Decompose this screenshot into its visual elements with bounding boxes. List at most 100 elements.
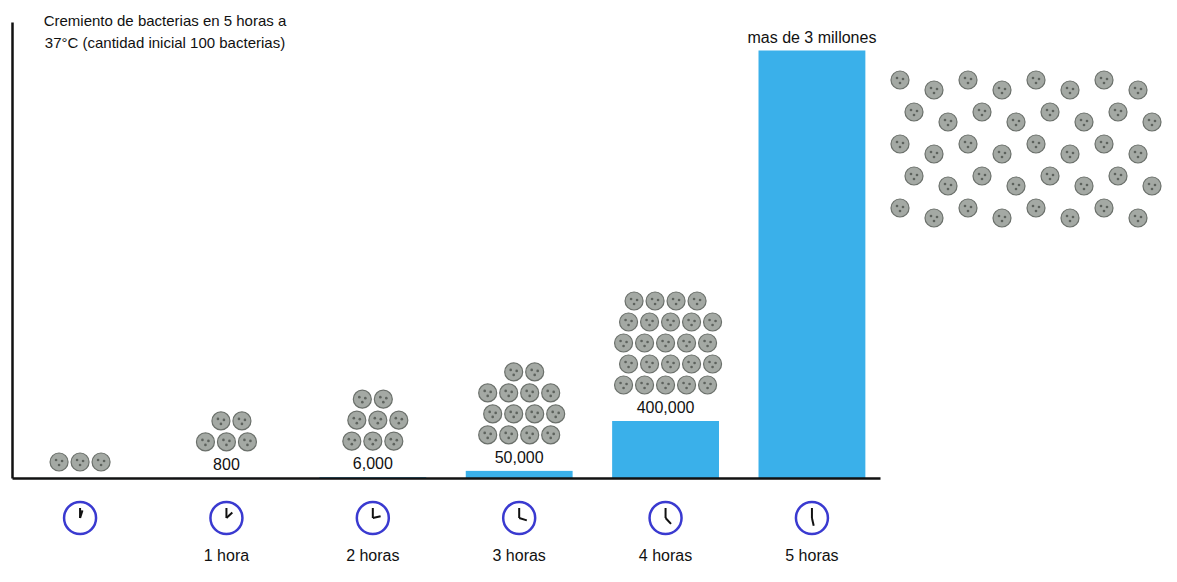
bacterium-body [500, 384, 518, 402]
bacterium-body [620, 313, 638, 331]
clock-face [210, 502, 242, 534]
bacterium-dot [1103, 82, 1106, 85]
bacterium [699, 376, 717, 394]
bacterium [1143, 177, 1161, 195]
bacterium-body [657, 334, 675, 352]
bacterium-body [657, 376, 675, 394]
bacterium [1061, 145, 1079, 163]
bacterium [641, 313, 659, 331]
bacterium-dot [666, 319, 669, 322]
bacterium [993, 81, 1011, 99]
bacterium-dot [693, 298, 696, 301]
bacterium-dot [910, 173, 913, 176]
bacterium-dot [483, 432, 486, 435]
bacterium-dot [899, 82, 902, 85]
bacterium [891, 199, 909, 217]
bacterium [374, 390, 392, 408]
bacterium-dot [709, 341, 712, 344]
data-labels: 8006,00050,000400,000mas de 3 millones [213, 29, 876, 473]
bacterium-body [993, 145, 1011, 163]
bacterium-dot [528, 437, 531, 440]
bacterium [500, 384, 518, 402]
clock-hand [373, 516, 381, 518]
bacterium-body [1007, 177, 1025, 195]
bacterium-dot [507, 395, 510, 398]
bacterium [1109, 103, 1127, 121]
bacterium-body [959, 71, 977, 89]
bacterium [641, 355, 659, 373]
bacterium [547, 405, 565, 423]
bacterium-body [1075, 113, 1093, 131]
bacterium-body [683, 355, 701, 373]
bacterium-body [905, 167, 923, 185]
bacterium [657, 376, 675, 394]
bacterium-dot [664, 345, 667, 348]
bacterium-dot [693, 362, 696, 365]
bacterium-dot [244, 419, 247, 422]
bacterium-dot [1015, 188, 1018, 191]
bacterium-dot [916, 174, 919, 177]
bacterium-dot [551, 411, 554, 414]
bacterium-dot [103, 460, 106, 463]
bacterium-body [521, 426, 539, 444]
x-tick: 5 horas [785, 478, 838, 564]
bacterium [479, 384, 497, 402]
bacterium-body [636, 376, 654, 394]
bacterium-dot [364, 397, 367, 400]
bacterium [905, 167, 923, 185]
bacterium-dot [396, 439, 399, 442]
bacterium-dot [533, 374, 536, 377]
bacterium-dot [630, 320, 633, 323]
bacterium-dot [651, 298, 654, 301]
bacterium-dot [950, 184, 953, 187]
bacterium-dot [964, 205, 967, 208]
bacterium [353, 390, 371, 408]
bacterium-dot [1066, 151, 1069, 154]
bacterium-dot [243, 439, 246, 442]
bacterium-dot [630, 362, 633, 365]
bacterium-body [542, 384, 560, 402]
bacterium-dot [913, 178, 916, 181]
bacterium-dot [528, 395, 531, 398]
bacterium-dot [1106, 78, 1109, 81]
bacterium-dot [398, 422, 401, 425]
bacterium-dot [1004, 216, 1007, 219]
bacterium-dot [1120, 174, 1123, 177]
bacterium [905, 103, 923, 121]
bacterium-dot [978, 109, 981, 112]
bacterium-dot [933, 156, 936, 159]
bacterium-body [1129, 81, 1147, 99]
bacterium-body [699, 334, 717, 352]
bacterium-dot [967, 146, 970, 149]
bacterium-dot [675, 303, 678, 306]
bacterium-body [1143, 177, 1161, 195]
bacterium-dot [510, 391, 513, 394]
bacterium [505, 405, 523, 423]
clock-hand [226, 513, 232, 518]
bacterium-body [993, 81, 1011, 99]
y-axis-line [11, 23, 14, 479]
bacterium-dot [630, 298, 633, 301]
bacterium-dot [902, 142, 905, 145]
bacterium-body [526, 405, 544, 423]
bacterium [993, 209, 1011, 227]
bacterium-dot [643, 345, 646, 348]
bacterium-body [678, 376, 696, 394]
bacterium-dot [930, 151, 933, 154]
bacterium-dot [687, 319, 690, 322]
bacterium-dot [1154, 184, 1157, 187]
bacterium-dot [706, 387, 709, 390]
bacterium-dot [504, 390, 507, 393]
bacterium-dot [1072, 216, 1075, 219]
bacterium-dot [933, 220, 936, 223]
bacterium-body [484, 405, 502, 423]
bacterium [1041, 103, 1059, 121]
bacterium-dot [374, 417, 377, 420]
x-tick-label: 1 hora [204, 547, 249, 564]
bacterium-dot [661, 340, 664, 343]
bacterium-dot [1148, 183, 1151, 186]
bacterium-body [369, 411, 387, 429]
bacterium-body [973, 103, 991, 121]
bacterium-dot [1100, 141, 1103, 144]
bacterium-body [547, 405, 565, 423]
